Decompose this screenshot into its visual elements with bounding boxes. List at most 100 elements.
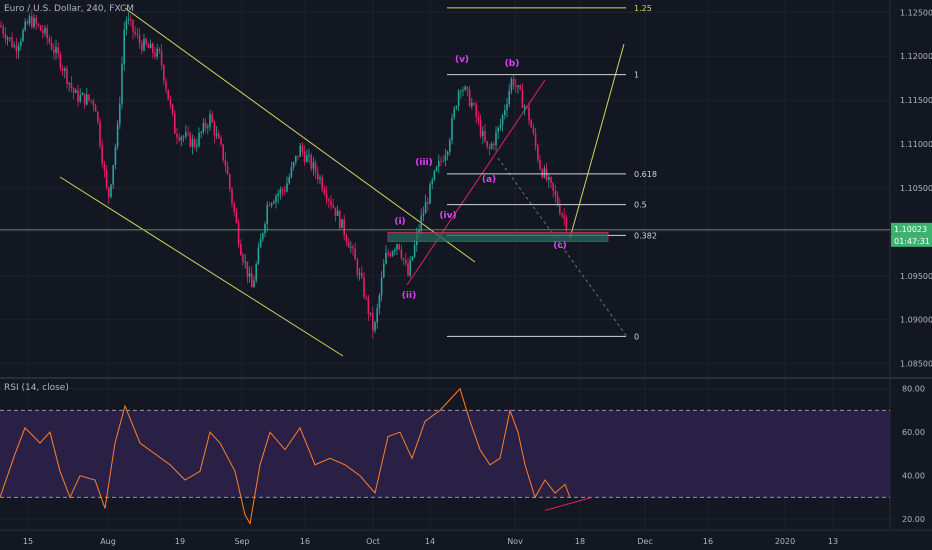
candle-body	[198, 132, 200, 146]
candle-body	[517, 85, 519, 87]
candle-body	[13, 45, 15, 47]
candle-body	[121, 63, 123, 104]
candle-body	[75, 90, 77, 93]
candle-body	[407, 263, 409, 276]
candle-body	[92, 100, 95, 106]
fib-label: 0	[634, 332, 639, 341]
candle-body	[57, 46, 59, 54]
fib-levels: 1.25 1 0.618 0.5 0.382 0	[387, 4, 657, 341]
rsi-tick-label: 80.00	[902, 385, 925, 394]
candle-body	[213, 122, 216, 136]
rsi-line	[0, 387, 571, 525]
candle-body	[413, 244, 416, 257]
candle-body	[391, 251, 394, 256]
channel-upper-line	[124, 7, 476, 263]
candle-body	[484, 131, 486, 142]
candle-body	[510, 78, 513, 91]
candle-body	[347, 241, 350, 248]
candle-body	[512, 78, 515, 87]
wave-label: (iv)	[439, 211, 456, 221]
time-tick-label: 15	[23, 537, 33, 546]
rsi-axis: 80.00 60.00 40.00 20.00	[902, 385, 925, 524]
candle-body	[312, 162, 315, 169]
candle-body	[187, 132, 189, 134]
candle-body	[165, 80, 167, 90]
candle-body	[376, 308, 378, 323]
time-tick-label: 2020	[775, 537, 795, 546]
candle-body	[345, 235, 348, 242]
wave-labels: (i) (ii) (iii) (iv) (v) (a) (b) (c)	[394, 55, 566, 301]
candle-body	[361, 273, 363, 278]
candle-body	[374, 322, 376, 331]
candle-body	[266, 205, 268, 224]
candle-body	[466, 86, 469, 90]
candle-body	[24, 21, 26, 31]
candle-body	[383, 263, 385, 278]
candle-body	[550, 177, 552, 183]
candle-body	[424, 202, 427, 214]
price-badges: 1.10023 01:47:31	[0, 222, 932, 247]
price-tick-label: 1.09500	[900, 272, 932, 281]
candle-body	[548, 177, 550, 180]
candle-body	[554, 190, 557, 196]
candle-body	[508, 90, 510, 104]
candle-body	[288, 176, 290, 184]
candle-body	[99, 121, 101, 146]
candle-body	[358, 273, 361, 275]
time-tick-label: 19	[175, 537, 185, 546]
candle-body	[433, 170, 436, 180]
candle-body	[171, 104, 174, 114]
candle-body	[33, 17, 35, 28]
candle-body	[365, 297, 367, 298]
candle-body	[211, 114, 213, 123]
candle-body	[174, 113, 176, 134]
countdown-text: 01:47:31	[894, 237, 930, 246]
candle-body	[59, 53, 62, 69]
candle-body	[402, 258, 405, 261]
candle-body	[275, 196, 277, 203]
candle-body	[88, 94, 90, 101]
candle-body	[130, 18, 132, 20]
candle-body	[526, 106, 528, 108]
candle-body	[132, 19, 134, 32]
candle-body	[35, 17, 37, 25]
candle-body	[79, 95, 81, 102]
candle-body	[449, 140, 451, 152]
candle-body	[68, 82, 70, 84]
candle-body	[435, 166, 438, 171]
candle-body	[396, 244, 398, 250]
candle-body	[180, 137, 183, 141]
candle-body	[464, 86, 466, 91]
rsi-header[interactable]: RSI (14, close)	[4, 383, 69, 393]
candle-body	[235, 211, 238, 223]
time-tick-label: Aug	[100, 537, 116, 546]
price-tick-label: 1.09000	[900, 316, 932, 325]
rsi-band	[0, 410, 890, 498]
candle-body	[501, 115, 504, 125]
candle-body	[442, 160, 444, 162]
candle-body	[534, 133, 537, 147]
candle-body	[215, 133, 218, 136]
candle-body	[292, 162, 295, 168]
candle-body	[86, 94, 88, 105]
candle-body	[339, 210, 341, 228]
candle-body	[244, 261, 246, 263]
candle-body	[44, 27, 46, 34]
candle-body	[482, 131, 484, 137]
channel-lower-line	[59, 176, 344, 357]
candle-body	[262, 233, 264, 240]
candle-body	[495, 132, 497, 146]
candle-body	[15, 45, 18, 52]
candle-body	[427, 202, 429, 204]
candle-body	[486, 141, 488, 147]
fib-label: 1.25	[634, 4, 652, 13]
candle-body	[253, 280, 255, 288]
rsi-tick-label: 40.00	[902, 472, 925, 481]
countdown-badge	[891, 234, 932, 247]
time-tick-label: Nov	[507, 537, 523, 546]
candle-body	[367, 297, 370, 314]
candle-body	[506, 103, 508, 111]
candle-body	[372, 312, 374, 331]
symbol-header[interactable]: Euro / U.S. Dollar, 240, FXCM	[4, 4, 135, 14]
candle-body	[325, 193, 328, 200]
